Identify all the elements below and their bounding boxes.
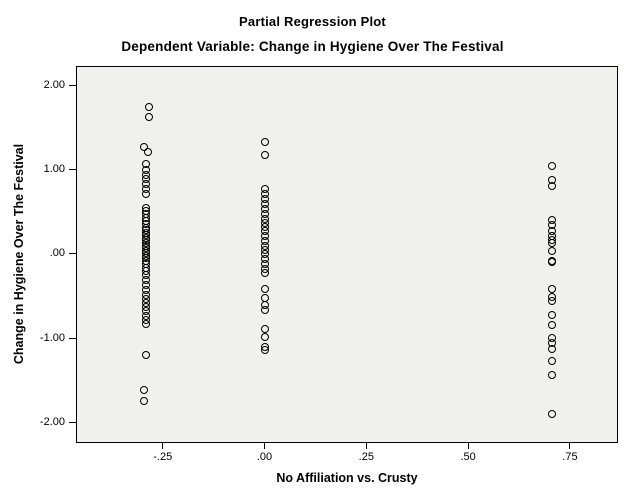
y-axis-tick-label: .00 bbox=[49, 247, 65, 260]
scatter-point bbox=[548, 162, 557, 171]
y-axis-tick-mark bbox=[69, 169, 76, 170]
scatter-point bbox=[260, 138, 269, 147]
scatter-point bbox=[260, 284, 269, 293]
y-axis-tick-label: -1.00 bbox=[39, 331, 65, 344]
y-axis-tick-mark bbox=[69, 337, 76, 339]
x-axis-tick-mark bbox=[162, 443, 164, 449]
x-axis-tick-mark bbox=[365, 443, 367, 449]
x-axis-tick-label: .00 bbox=[256, 451, 273, 463]
y-axis-tick-label: 1.00 bbox=[43, 163, 65, 175]
scatter-point bbox=[260, 305, 269, 314]
scatter-point bbox=[260, 346, 269, 355]
x-axis-tick-label: .75 bbox=[562, 451, 578, 463]
scatter-point bbox=[260, 325, 269, 334]
chart-title: Partial Regression Plot bbox=[239, 14, 386, 29]
scatter-point bbox=[141, 351, 150, 360]
x-axis-tick-mark bbox=[569, 443, 571, 449]
scatter-point bbox=[548, 310, 557, 319]
scatter-point bbox=[548, 258, 557, 267]
scatter-point bbox=[548, 239, 557, 247]
scatter-point bbox=[548, 357, 557, 366]
scatter-point bbox=[548, 409, 557, 418]
x-axis-tick-label: -.25 bbox=[153, 451, 173, 463]
y-axis-tick-mark bbox=[69, 253, 76, 255]
x-axis-tick-mark bbox=[264, 443, 266, 449]
plot-area bbox=[76, 66, 618, 443]
scatter-point bbox=[548, 182, 557, 191]
x-axis-tick-label: .50 bbox=[460, 451, 476, 463]
scatter-point bbox=[548, 370, 557, 379]
scatter-point bbox=[260, 151, 269, 160]
scatter-point bbox=[144, 147, 153, 156]
scatter-point bbox=[141, 320, 150, 329]
scatter-point bbox=[548, 320, 557, 329]
scatter-point bbox=[548, 284, 557, 293]
scatter-point bbox=[144, 102, 153, 111]
scatter-point bbox=[140, 386, 148, 395]
y-axis-tick-label: 2.00 bbox=[43, 78, 65, 91]
scatter-point bbox=[140, 397, 148, 405]
x-axis-tick-mark bbox=[467, 443, 469, 449]
scatter-point bbox=[141, 190, 150, 198]
scatter-point bbox=[144, 113, 153, 122]
scatter-point bbox=[260, 269, 269, 278]
y-axis-tick-mark bbox=[69, 422, 76, 424]
x-axis-tick-label: .25 bbox=[358, 451, 374, 463]
scatter-point bbox=[548, 344, 557, 353]
scatter-point bbox=[260, 332, 269, 341]
y-axis-tick-label: -2.00 bbox=[39, 416, 65, 429]
scatter-point bbox=[548, 246, 557, 255]
x-axis-label: No Affiliation vs. Crusty bbox=[276, 471, 418, 485]
scatter-point bbox=[548, 297, 557, 306]
y-axis-tick-mark bbox=[69, 84, 76, 86]
chart-subtitle: Dependent Variable: Change in Hygiene Ov… bbox=[121, 39, 504, 54]
